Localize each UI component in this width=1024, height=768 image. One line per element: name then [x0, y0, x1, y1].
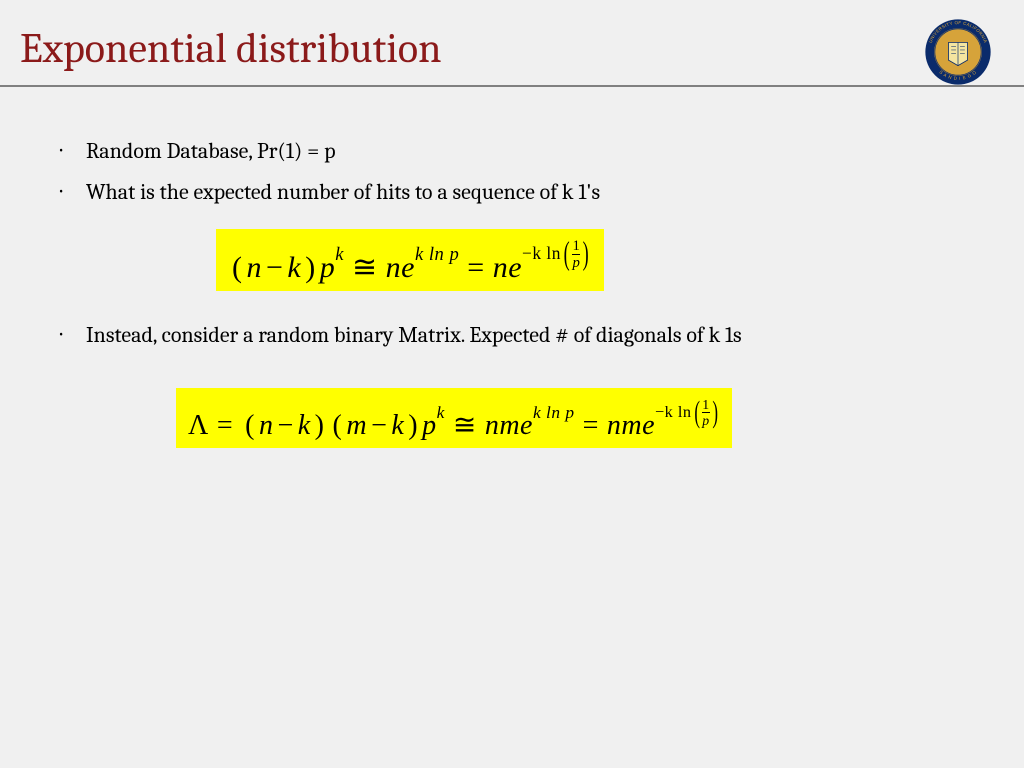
equation-1: (n−k)pk≅nek ln p=ne−k ln(1p) — [216, 229, 604, 291]
bullet-item: Instead, consider a random binary Matrix… — [56, 319, 968, 352]
slide-title: Exponential distribution — [20, 24, 1004, 73]
bullet-list-1: Random Database, Pr(1) = p What is the e… — [56, 135, 968, 209]
bullet-item: What is the expected number of hits to a… — [56, 176, 968, 209]
equation-2-container: Λ=(n−k)(m−k)pk≅nmek ln p=nme−k ln(1p) — [176, 388, 968, 448]
bullet-list-2: Instead, consider a random binary Matrix… — [56, 319, 968, 352]
equation-2: Λ=(n−k)(m−k)pk≅nmek ln p=nme−k ln(1p) — [176, 388, 732, 448]
equation-1-container: (n−k)pk≅nek ln p=ne−k ln(1p) — [216, 229, 968, 291]
bullet-item: Random Database, Pr(1) = p — [56, 135, 968, 168]
slide-header: Exponential distribution UNIVERSITY OF C… — [0, 0, 1024, 87]
university-seal-icon: UNIVERSITY OF CALIFORNIA S A N D I E G O — [924, 18, 992, 86]
slide-body: Random Database, Pr(1) = p What is the e… — [0, 87, 1024, 488]
